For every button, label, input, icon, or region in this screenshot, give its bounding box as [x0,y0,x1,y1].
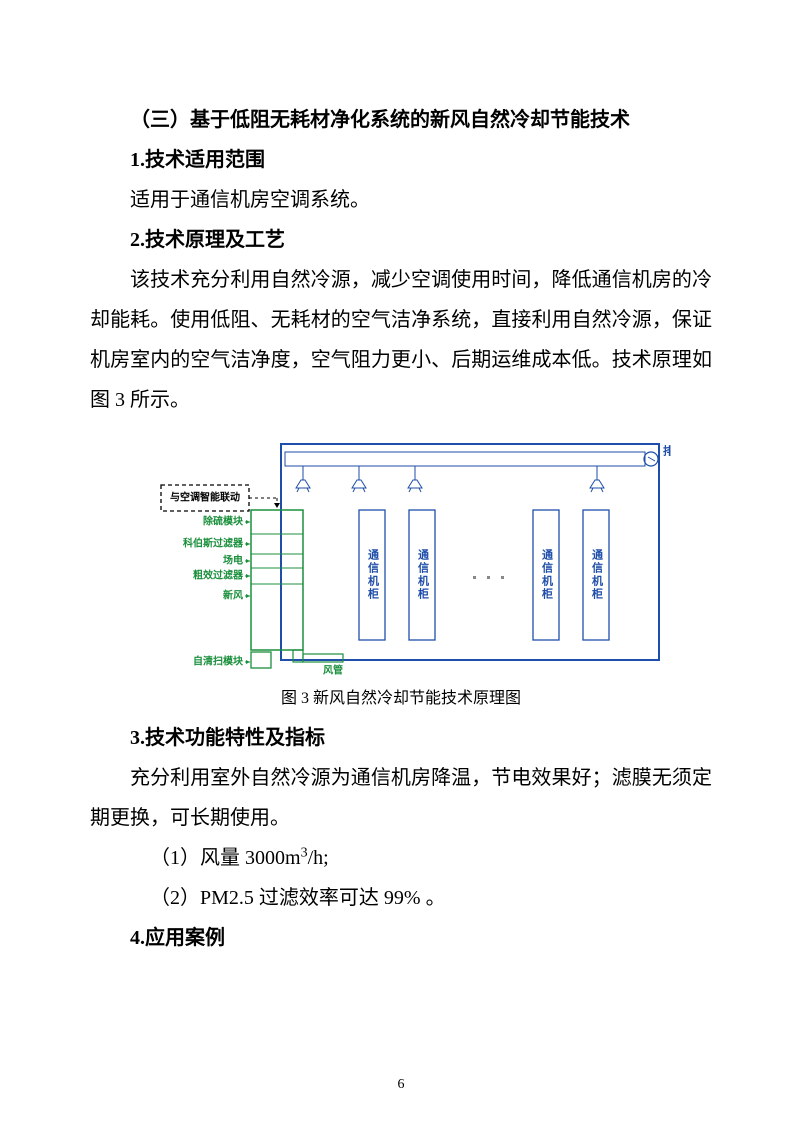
svg-text:风管: 风管 [323,663,343,676]
svg-text:通信机柜: 通信机柜 [590,549,604,601]
svg-text:新风: 新风 [223,588,243,601]
svg-text:科伯斯过滤器: 科伯斯过滤器 [183,536,244,549]
heading-principle: 2.技术原理及工艺 [90,220,712,260]
svg-text:通信机柜: 通信机柜 [540,549,554,601]
svg-text:通信机柜: 通信机柜 [366,549,380,601]
svg-text:粗效过滤器: 粗效过滤器 [193,568,244,581]
para-features: 充分利用室外自然冷源为通信机房降温，节电效果好；滤膜无须定期更换，可长期使用。 [90,758,712,838]
page-number: 6 [0,1077,802,1093]
svg-text:与空调智能联动: 与空调智能联动 [170,490,240,503]
heading-features: 3.技术功能特性及指标 [90,718,712,758]
figure-3-diagram: 排风通信机柜 通信机柜 通信机柜 通信机柜 除硫模块科伯斯过滤器场电粗效过滤器新风自清扫… [131,430,671,680]
svg-text:除硫模块: 除硫模块 [203,514,244,527]
svg-text:自清扫模块: 自清扫模块 [193,654,244,667]
feature-item-2: （2）PM2.5 过滤效率可达 99% 。 [90,878,712,918]
svg-text:通信机柜: 通信机柜 [416,549,430,601]
feature-item-1b: /h; [308,847,329,869]
heading-case: 4.应用案例 [90,918,712,958]
feature-item-1: （1）风量 3000m3/h; [90,838,712,878]
figure-3-wrap: 排风通信机柜 通信机柜 通信机柜 通信机柜 除硫模块科伯斯过滤器场电粗效过滤器新风自清扫… [90,430,712,718]
figure-3-caption: 图 3 新风自然冷却节能技术原理图 [281,686,521,712]
svg-text:排风: 排风 [663,444,671,458]
para-principle: 该技术充分利用自然冷源，减少空调使用时间，降低通信机房的冷却能耗。使用低阻、无耗… [90,260,712,420]
feature-item-1a: （1）风量 3000m [150,847,301,869]
para-scope: 适用于通信机房空调系统。 [90,180,712,220]
heading-scope: 1.技术适用范围 [90,140,712,180]
svg-text:场电: 场电 [223,553,243,566]
section-heading-main: （三）基于低阻无耗材净化系统的新风自然冷却节能技术 [90,100,712,140]
feature-item-1-sup: 3 [301,845,308,860]
